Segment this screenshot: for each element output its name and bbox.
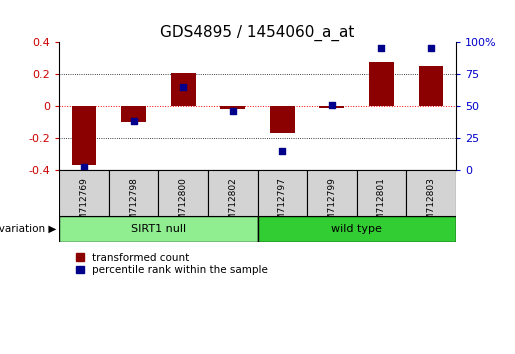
Point bbox=[377, 45, 386, 50]
Text: GSM712798: GSM712798 bbox=[129, 177, 138, 232]
Bar bbox=[72, 106, 96, 165]
Point bbox=[80, 165, 88, 170]
Bar bbox=[406, 170, 456, 216]
Text: GSM712801: GSM712801 bbox=[377, 177, 386, 232]
Text: GSM712799: GSM712799 bbox=[328, 177, 336, 232]
Bar bbox=[208, 170, 258, 216]
Bar bbox=[158, 170, 208, 216]
Text: GSM712800: GSM712800 bbox=[179, 177, 187, 232]
Bar bbox=[419, 67, 443, 106]
Bar bbox=[258, 170, 307, 216]
Bar bbox=[369, 62, 394, 106]
Point bbox=[179, 84, 187, 90]
Bar bbox=[171, 73, 196, 106]
Text: GSM712797: GSM712797 bbox=[278, 177, 287, 232]
Bar bbox=[319, 106, 344, 108]
Text: wild type: wild type bbox=[331, 224, 382, 234]
Text: GSM712803: GSM712803 bbox=[426, 177, 436, 232]
Text: genotype/variation ▶: genotype/variation ▶ bbox=[0, 224, 57, 234]
Legend: transformed count, percentile rank within the sample: transformed count, percentile rank withi… bbox=[75, 252, 269, 276]
Point bbox=[427, 45, 435, 50]
Bar bbox=[307, 170, 356, 216]
Bar bbox=[59, 170, 109, 216]
Point bbox=[328, 102, 336, 108]
Bar bbox=[121, 106, 146, 122]
Bar bbox=[109, 170, 158, 216]
Bar bbox=[220, 106, 245, 109]
Text: GSM712802: GSM712802 bbox=[228, 177, 237, 232]
Text: GDS4895 / 1454060_a_at: GDS4895 / 1454060_a_at bbox=[160, 25, 355, 41]
Bar bbox=[270, 106, 295, 133]
Text: SIRT1 null: SIRT1 null bbox=[131, 224, 186, 234]
Text: GSM712769: GSM712769 bbox=[79, 177, 89, 232]
Point bbox=[129, 119, 138, 124]
Bar bbox=[59, 216, 258, 242]
Point bbox=[278, 148, 286, 154]
Point bbox=[229, 108, 237, 114]
Bar bbox=[258, 216, 456, 242]
Bar bbox=[356, 170, 406, 216]
